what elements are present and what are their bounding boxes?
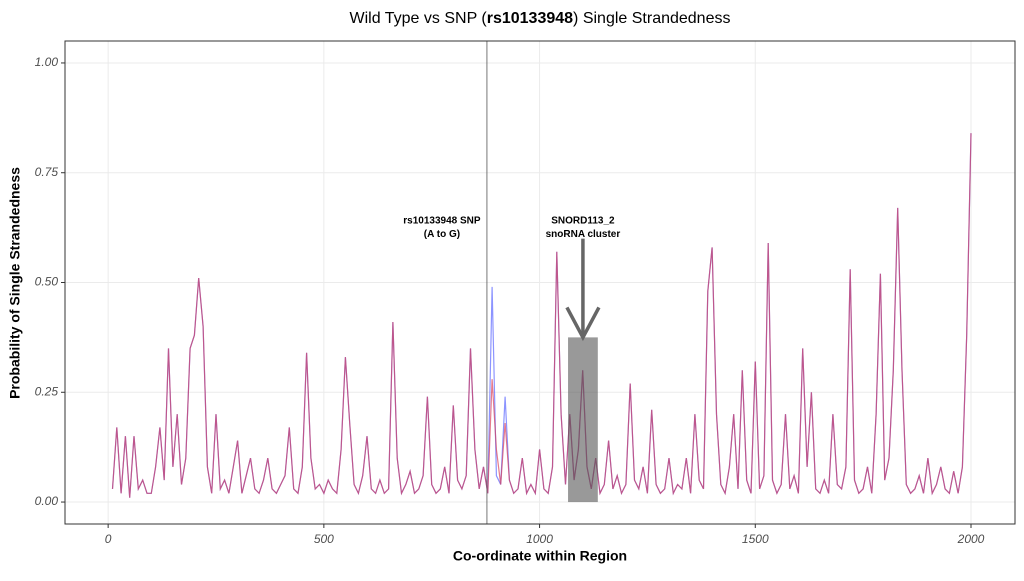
- x-tick-label: 1500: [742, 532, 769, 546]
- arrow-head: [565, 306, 601, 342]
- y-axis-label: Probability of Single Strandedness: [7, 167, 23, 399]
- snp-label: (A to G): [424, 229, 460, 240]
- highlight-label: snoRNA cluster: [546, 229, 621, 240]
- x-tick-label: 0: [105, 532, 112, 546]
- snp-label: rs10133948 SNP: [403, 216, 481, 227]
- plot-border: [64, 40, 1016, 525]
- title-part: ) Single Strandedness: [573, 10, 730, 27]
- y-tick-label: 0.00: [35, 494, 59, 508]
- x-tick-label: 500: [314, 532, 334, 546]
- x-axis-label: Co-ordinate within Region: [453, 548, 627, 564]
- title-part: Wild Type vs SNP (: [350, 10, 488, 27]
- y-tick-label: 1.00: [35, 55, 59, 69]
- y-tick-label: 0.25: [35, 384, 59, 398]
- series-line: [111, 133, 972, 498]
- highlight-label: SNORD113_2: [551, 216, 615, 227]
- title-part: rs10133948: [487, 10, 573, 27]
- series-line: [111, 133, 972, 498]
- chart-title: Wild Type vs SNP (rs10133948) Single Str…: [350, 10, 731, 27]
- y-tick-label: 0.50: [35, 275, 59, 289]
- highlight-box: [568, 337, 598, 503]
- y-tick-label: 0.75: [35, 165, 59, 179]
- x-tick-label: 1000: [526, 532, 553, 546]
- x-tick-label: 2000: [957, 532, 985, 546]
